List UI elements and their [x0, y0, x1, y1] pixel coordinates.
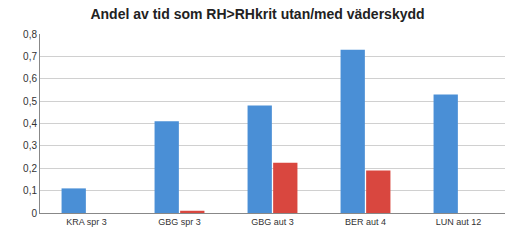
- svg-text:0,6: 0,6: [23, 73, 37, 84]
- svg-text:0: 0: [31, 208, 37, 219]
- svg-text:0,8: 0,8: [23, 29, 37, 40]
- svg-text:GBG spr 3: GBG spr 3: [158, 217, 201, 227]
- svg-text:0,1: 0,1: [23, 185, 37, 196]
- svg-text:GBG aut 3: GBG aut 3: [251, 217, 294, 227]
- svg-text:0,4: 0,4: [23, 118, 37, 129]
- svg-text:BER aut 4: BER aut 4: [345, 217, 386, 227]
- svg-text:LUN aut 12: LUN aut 12: [436, 217, 482, 227]
- svg-text:0,7: 0,7: [23, 51, 37, 62]
- svg-text:Andel av tid som RH>RHkrit uta: Andel av tid som RH>RHkrit utan/med väde…: [90, 6, 424, 22]
- svg-text:0,3: 0,3: [23, 140, 37, 151]
- svg-text:0,2: 0,2: [23, 163, 37, 174]
- svg-text:KRA spr 3: KRA spr 3: [66, 217, 107, 227]
- svg-text:0,5: 0,5: [23, 96, 37, 107]
